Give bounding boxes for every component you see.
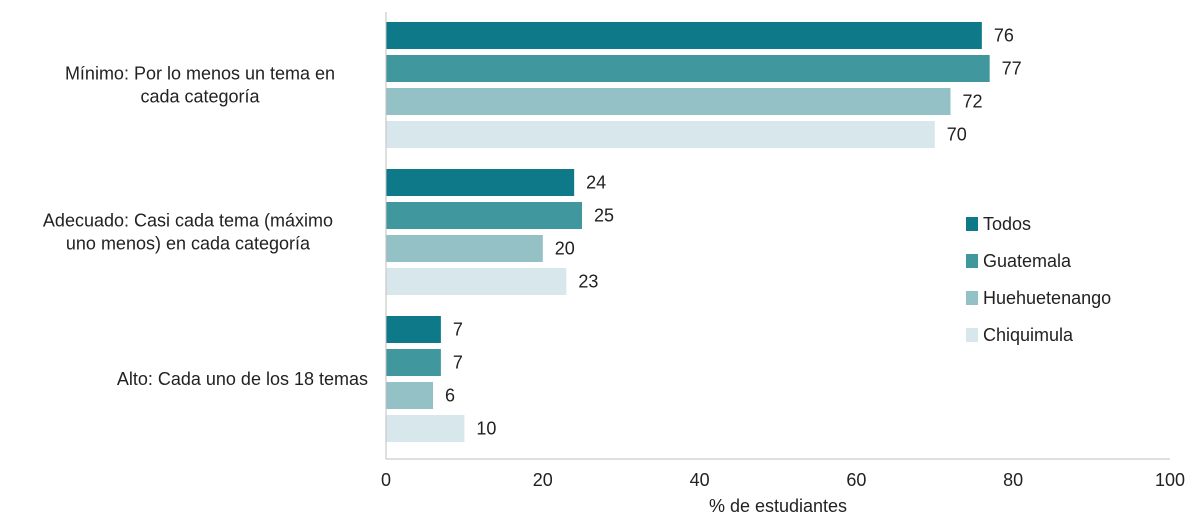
- bar-guatemala-cat2: [386, 202, 582, 229]
- x-tick-label: 80: [1003, 470, 1023, 490]
- bar-todos-cat2: [386, 169, 575, 196]
- bar-guatemala-cat3: [386, 349, 441, 376]
- value-label: 6: [445, 386, 455, 406]
- value-label: 7: [453, 353, 463, 373]
- bar-todos-cat1: [386, 22, 982, 49]
- bar-chiquimula-cat1: [386, 121, 935, 148]
- value-label: 24: [586, 173, 606, 193]
- bar-todos-cat3: [386, 316, 441, 343]
- value-label: 23: [578, 272, 598, 292]
- category-label: Mínimo: Por lo menos un tema en: [65, 64, 335, 84]
- bars-group: [386, 22, 990, 442]
- x-tick-labels-group: 0 20 40 60 80 100: [381, 470, 1185, 490]
- bar-chiquimula-cat2: [386, 268, 567, 295]
- x-tick-label: 100: [1155, 470, 1185, 490]
- legend-swatch-todos: [966, 217, 978, 231]
- category-label: Alto: Cada uno de los 18 temas: [117, 369, 368, 389]
- x-tick-label: 0: [381, 470, 391, 490]
- legend-swatch-huehuetenango: [966, 291, 978, 305]
- x-axis-label: % de estudiantes: [709, 496, 847, 516]
- value-label: 77: [1002, 59, 1022, 79]
- bar-chiquimula-cat3: [386, 415, 465, 442]
- value-label: 25: [594, 206, 614, 226]
- x-tick-label: 60: [846, 470, 866, 490]
- category-labels-group: Mínimo: Por lo menos un tema en cada cate…: [43, 64, 368, 390]
- value-label: 20: [555, 239, 575, 259]
- legend-label: Chiquimula: [983, 325, 1074, 345]
- legend-label: Guatemala: [983, 251, 1072, 271]
- x-tick-label: 40: [690, 470, 710, 490]
- legend-label: Huehuetenango: [983, 288, 1111, 308]
- bar-guatemala-cat1: [386, 55, 990, 82]
- value-label: 72: [962, 92, 982, 112]
- value-label: 70: [947, 125, 967, 145]
- legend-swatch-guatemala: [966, 254, 978, 268]
- legend-swatch-chiquimula: [966, 328, 978, 342]
- value-label: 10: [476, 419, 496, 439]
- x-tick-label: 20: [533, 470, 553, 490]
- category-label: cada categoría: [140, 87, 260, 107]
- category-label: Adecuado: Casi cada tema (máximo: [43, 211, 333, 231]
- value-label: 76: [994, 26, 1014, 46]
- legend: Todos Guatemala Huehuetenango Chiquimula: [966, 214, 1111, 345]
- value-label: 7: [453, 320, 463, 340]
- category-label: uno menos) en cada categoría: [66, 234, 311, 254]
- bar-huehuetenango-cat2: [386, 235, 543, 262]
- bar-huehuetenango-cat3: [386, 382, 434, 409]
- legend-label: Todos: [983, 214, 1031, 234]
- bar-huehuetenango-cat1: [386, 88, 951, 115]
